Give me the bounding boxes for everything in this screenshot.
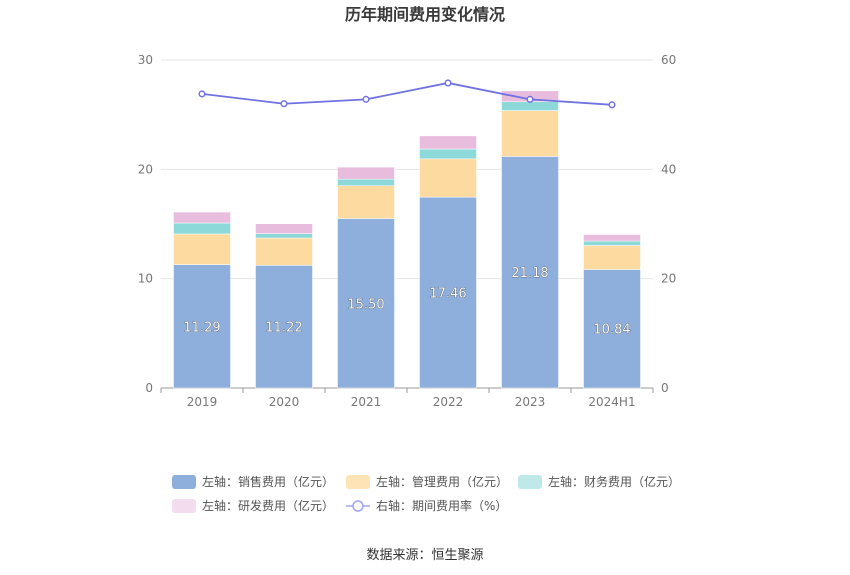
legend-swatch (172, 499, 196, 513)
grid (161, 59, 653, 280)
bar-segment (337, 185, 395, 219)
bar-segment (419, 135, 477, 150)
legend-label: 左轴：销售费用（亿元） (202, 474, 334, 489)
legend-label: 左轴：财务费用（亿元） (548, 474, 680, 489)
y-left-tick-label: 20 (138, 162, 153, 176)
data-label: 10.84 (593, 323, 630, 338)
legend-item[interactable]: 左轴：研发费用（亿元） (172, 498, 334, 513)
bar-segment (173, 222, 231, 235)
data-label: 21.18 (511, 266, 548, 281)
x-tick-label: 2021 (351, 395, 382, 409)
axes: 0 10 20 30 0 20 40 60 2019 2020 2021 2022 2023 2024H1 (138, 53, 677, 409)
bar-segment (173, 211, 231, 224)
legend-label: 左轴：管理费用（亿元） (376, 474, 508, 489)
bars (173, 90, 641, 389)
x-tick-label: 2019 (187, 395, 218, 409)
bar-segment (501, 101, 559, 111)
legend[interactable]: 左轴：销售费用（亿元） 左轴：管理费用（亿元） 左轴：财务费用（亿元） 左轴：研发费用… (172, 474, 680, 513)
x-tick-label: 2022 (433, 395, 464, 409)
bar-labels: 11.29 11.22 15.50 17.46 21.18 10.84 (183, 266, 631, 338)
bar-segment (337, 166, 395, 180)
chart-title: 历年期间费用变化情况 (345, 5, 505, 24)
legend-item[interactable]: 右轴：期间费用率（%） (346, 498, 507, 513)
bar-segment (419, 158, 477, 198)
rate-point (608, 101, 616, 109)
bar-segment (337, 178, 395, 186)
bar-segment (337, 218, 395, 389)
rate-line (198, 79, 616, 109)
y-left-tick-label: 0 (145, 381, 153, 395)
bar-segment (583, 245, 641, 270)
bar-segment (255, 265, 313, 389)
data-label: 11.22 (265, 321, 302, 336)
rate-series-line (201, 82, 613, 106)
data-label: 11.29 (183, 320, 220, 335)
y-left-tick-label: 30 (138, 53, 153, 67)
bar-segment (501, 110, 559, 157)
bar-segment (255, 237, 313, 266)
bar-segment (419, 196, 477, 389)
bar-segment (501, 156, 559, 389)
legend-swatch (518, 475, 542, 489)
bar-segment (583, 234, 641, 242)
rate-point (444, 79, 452, 87)
legend-label: 左轴：研发费用（亿元） (202, 498, 334, 513)
x-tick-label: 2023 (515, 395, 546, 409)
legend-swatch (172, 475, 196, 489)
data-label: 15.50 (347, 297, 384, 312)
legend-item[interactable]: 左轴：财务费用（亿元） (518, 474, 680, 489)
rate-point (198, 90, 206, 98)
bar-segment (419, 148, 477, 160)
bar-segment (255, 223, 313, 234)
bar-segment (173, 233, 231, 265)
bar-segment (583, 240, 641, 246)
y-right-tick-label: 40 (661, 162, 676, 176)
y-right-tick-label: 60 (661, 53, 676, 67)
data-label: 17.46 (429, 287, 466, 302)
bar-segment (583, 269, 641, 389)
rate-point (362, 95, 370, 103)
rate-point (280, 100, 288, 108)
legend-label: 右轴：期间费用率（%） (376, 498, 507, 513)
legend-item[interactable]: 左轴：管理费用（亿元） (346, 474, 508, 489)
bar-segment (255, 233, 313, 239)
legend-swatch (346, 475, 370, 489)
y-right-tick-label: 0 (661, 381, 669, 395)
x-tick-label: 2020 (269, 395, 300, 409)
y-right-tick-label: 20 (661, 272, 676, 286)
y-left-tick-label: 10 (138, 272, 153, 286)
legend-item[interactable]: 左轴：销售费用（亿元） (172, 474, 334, 489)
legend-marker (352, 500, 364, 512)
rate-point (526, 95, 534, 103)
source-note: 数据来源：恒生聚源 (366, 548, 483, 563)
x-tick-label: 2024H1 (588, 395, 635, 409)
bar-segment (173, 264, 231, 389)
